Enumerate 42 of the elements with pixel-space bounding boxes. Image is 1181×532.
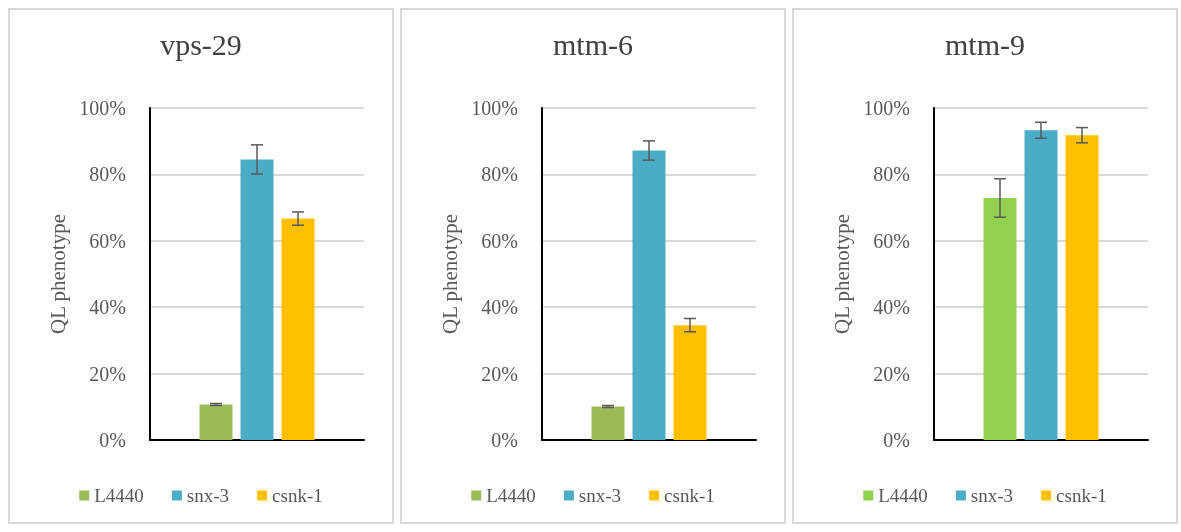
legend-label: csnk-1 bbox=[1056, 485, 1107, 506]
y-tick-label: 20% bbox=[481, 362, 518, 385]
legend-label: csnk-1 bbox=[664, 485, 715, 506]
y-tick-label: 100% bbox=[863, 97, 910, 119]
bar bbox=[281, 218, 315, 440]
chart-title: vps-29 bbox=[160, 27, 242, 61]
bar bbox=[983, 197, 1017, 440]
y-tick-label: 0% bbox=[491, 429, 518, 451]
chart-title: mtm-9 bbox=[945, 27, 1025, 61]
y-axis-title: QL phenotype bbox=[829, 214, 854, 334]
legend-label: snx-3 bbox=[578, 485, 622, 506]
bar bbox=[240, 159, 274, 440]
bar bbox=[632, 150, 666, 440]
y-tick-label: 40% bbox=[481, 296, 518, 319]
bar bbox=[673, 325, 707, 440]
y-tick-label: 0% bbox=[883, 429, 910, 451]
y-tick-label: 60% bbox=[481, 229, 518, 252]
y-tick-label: 20% bbox=[873, 362, 910, 385]
y-tick-label: 0% bbox=[99, 429, 126, 451]
y-tick-label: 80% bbox=[873, 163, 910, 186]
y-tick-label: 100% bbox=[79, 97, 126, 119]
chart-title: mtm-6 bbox=[553, 27, 633, 61]
bar bbox=[199, 404, 233, 440]
y-tick-label: 80% bbox=[481, 163, 518, 186]
y-tick-label: 40% bbox=[873, 296, 910, 319]
y-tick-label: 20% bbox=[89, 362, 126, 385]
legend-label: L4440 bbox=[94, 485, 144, 506]
y-tick-label: 40% bbox=[89, 296, 126, 319]
bar bbox=[1065, 135, 1099, 440]
y-axis-title: QL phenotype bbox=[45, 214, 70, 334]
legend-label: snx-3 bbox=[970, 485, 1014, 506]
y-axis-title: QL phenotype bbox=[437, 214, 462, 334]
legend-label: L4440 bbox=[878, 485, 928, 506]
bar bbox=[1024, 130, 1058, 440]
y-tick-label: 80% bbox=[89, 163, 126, 186]
bar bbox=[591, 406, 625, 440]
legend-label: csnk-1 bbox=[272, 485, 323, 506]
legend-label: L4440 bbox=[486, 485, 536, 506]
y-tick-label: 60% bbox=[89, 229, 126, 252]
y-tick-label: 60% bbox=[873, 229, 910, 252]
legend-label: snx-3 bbox=[186, 485, 230, 506]
y-tick-label: 100% bbox=[471, 97, 518, 119]
